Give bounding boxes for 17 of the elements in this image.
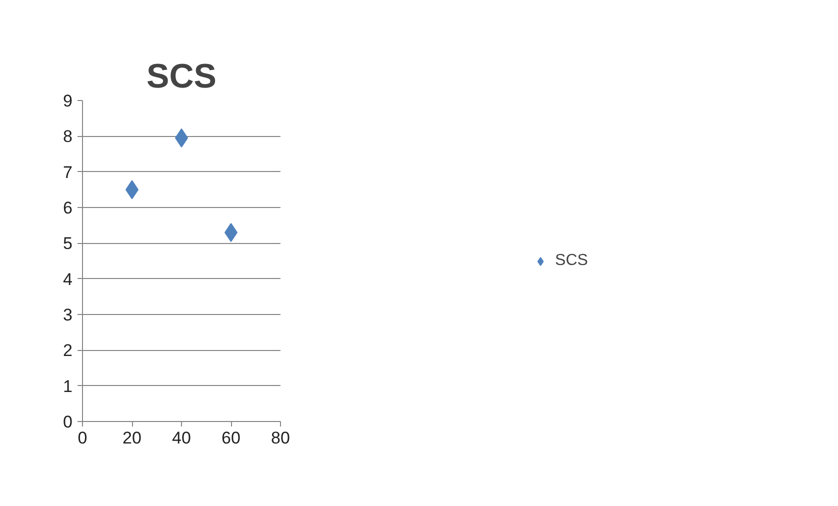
x-tick-label: 80: [271, 428, 290, 448]
y-tick-label: 5: [63, 234, 73, 254]
x-tick-label: 20: [122, 428, 142, 448]
x-tick-label: 40: [172, 428, 191, 448]
y-tick-label: 9: [63, 92, 73, 110]
y-tick-label: 0: [63, 412, 73, 432]
chart-title: SCS: [146, 58, 216, 96]
y-tick-label: 2: [63, 341, 73, 360]
y-tick-label: 3: [63, 306, 73, 324]
y-tick-label: 1: [63, 376, 73, 396]
y-tick-label: 7: [63, 162, 73, 182]
x-tick-label: 60: [222, 428, 240, 448]
legend-label: SCS: [555, 252, 588, 270]
y-tick-label: 4: [63, 270, 73, 289]
x-tick-label: 0: [78, 428, 88, 448]
y-tick-label: 6: [63, 198, 73, 218]
y-tick-label: 8: [63, 127, 73, 146]
